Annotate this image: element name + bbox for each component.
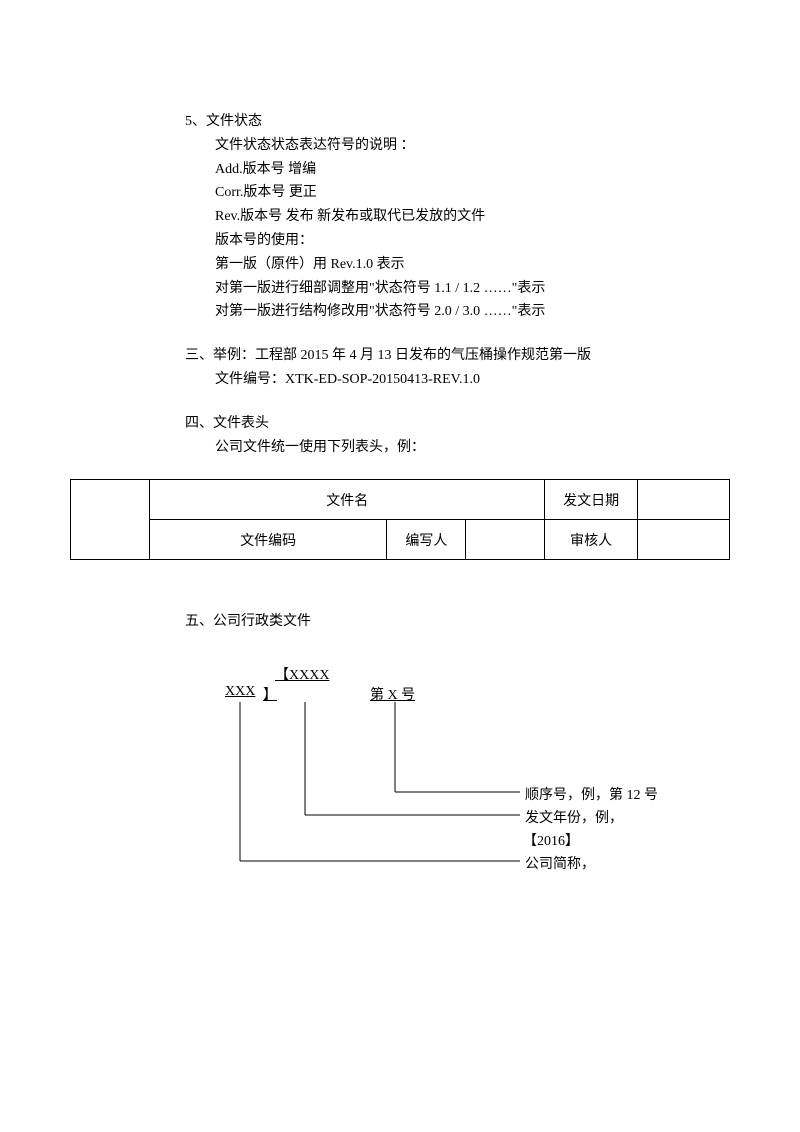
text-line: 版本号的使用： bbox=[40, 229, 760, 253]
table-cell-reviewer-value bbox=[637, 520, 729, 560]
table-cell-date-label: 发文日期 bbox=[545, 480, 637, 520]
section-5b-title: 五、公司行政类文件 bbox=[40, 610, 760, 634]
table-cell-author-label: 编写人 bbox=[387, 520, 466, 560]
text-line: Rev.版本号 发布 新发布或取代已发放的文件 bbox=[40, 205, 760, 229]
text-line: 对第一版进行细部调整用"状态符号 1.1 / 1.2 ……"表示 bbox=[40, 277, 760, 301]
text-line: 文件编号：XTK-ED-SOP-20150413-REV.1.0 bbox=[40, 368, 760, 392]
text-line: 公司文件统一使用下列表头，例： bbox=[40, 436, 760, 460]
text-line: 对第一版进行结构修改用"状态符号 2.0 / 3.0 ……"表示 bbox=[40, 300, 760, 324]
table-cell-logo bbox=[71, 480, 150, 560]
table-cell-code-label: 文件编码 bbox=[150, 520, 387, 560]
section-3-title: 三、举例：工程部 2015 年 4 月 13 日发布的气压桶操作规范第一版 bbox=[40, 344, 760, 368]
table-cell-filename-label: 文件名 bbox=[150, 480, 545, 520]
text-line: Corr.版本号 更正 bbox=[40, 181, 760, 205]
diagram-connector-lines bbox=[185, 654, 685, 894]
naming-diagram: XXX 【XXXX 】 第 X 号 顺序号，例，第 12 号 发文年份，例， 【… bbox=[185, 654, 760, 894]
table-row: 文件名 发文日期 bbox=[71, 480, 730, 520]
text-line: 文件状态状态表达符号的说明 ： bbox=[40, 134, 760, 158]
table-row: 文件编码 编写人 审核人 bbox=[71, 520, 730, 560]
section-5-title: 5、文件状态 bbox=[40, 110, 760, 134]
table-cell-date-value bbox=[637, 480, 729, 520]
text-line: 第一版（原件）用 Rev.1.0 表示 bbox=[40, 253, 760, 277]
section-4-title: 四、文件表头 bbox=[40, 412, 760, 436]
file-header-table: 文件名 发文日期 文件编码 编写人 审核人 bbox=[70, 479, 730, 560]
table-cell-reviewer-label: 审核人 bbox=[545, 520, 637, 560]
table-cell-author-value bbox=[466, 520, 545, 560]
text-line: Add.版本号 增编 bbox=[40, 158, 760, 182]
